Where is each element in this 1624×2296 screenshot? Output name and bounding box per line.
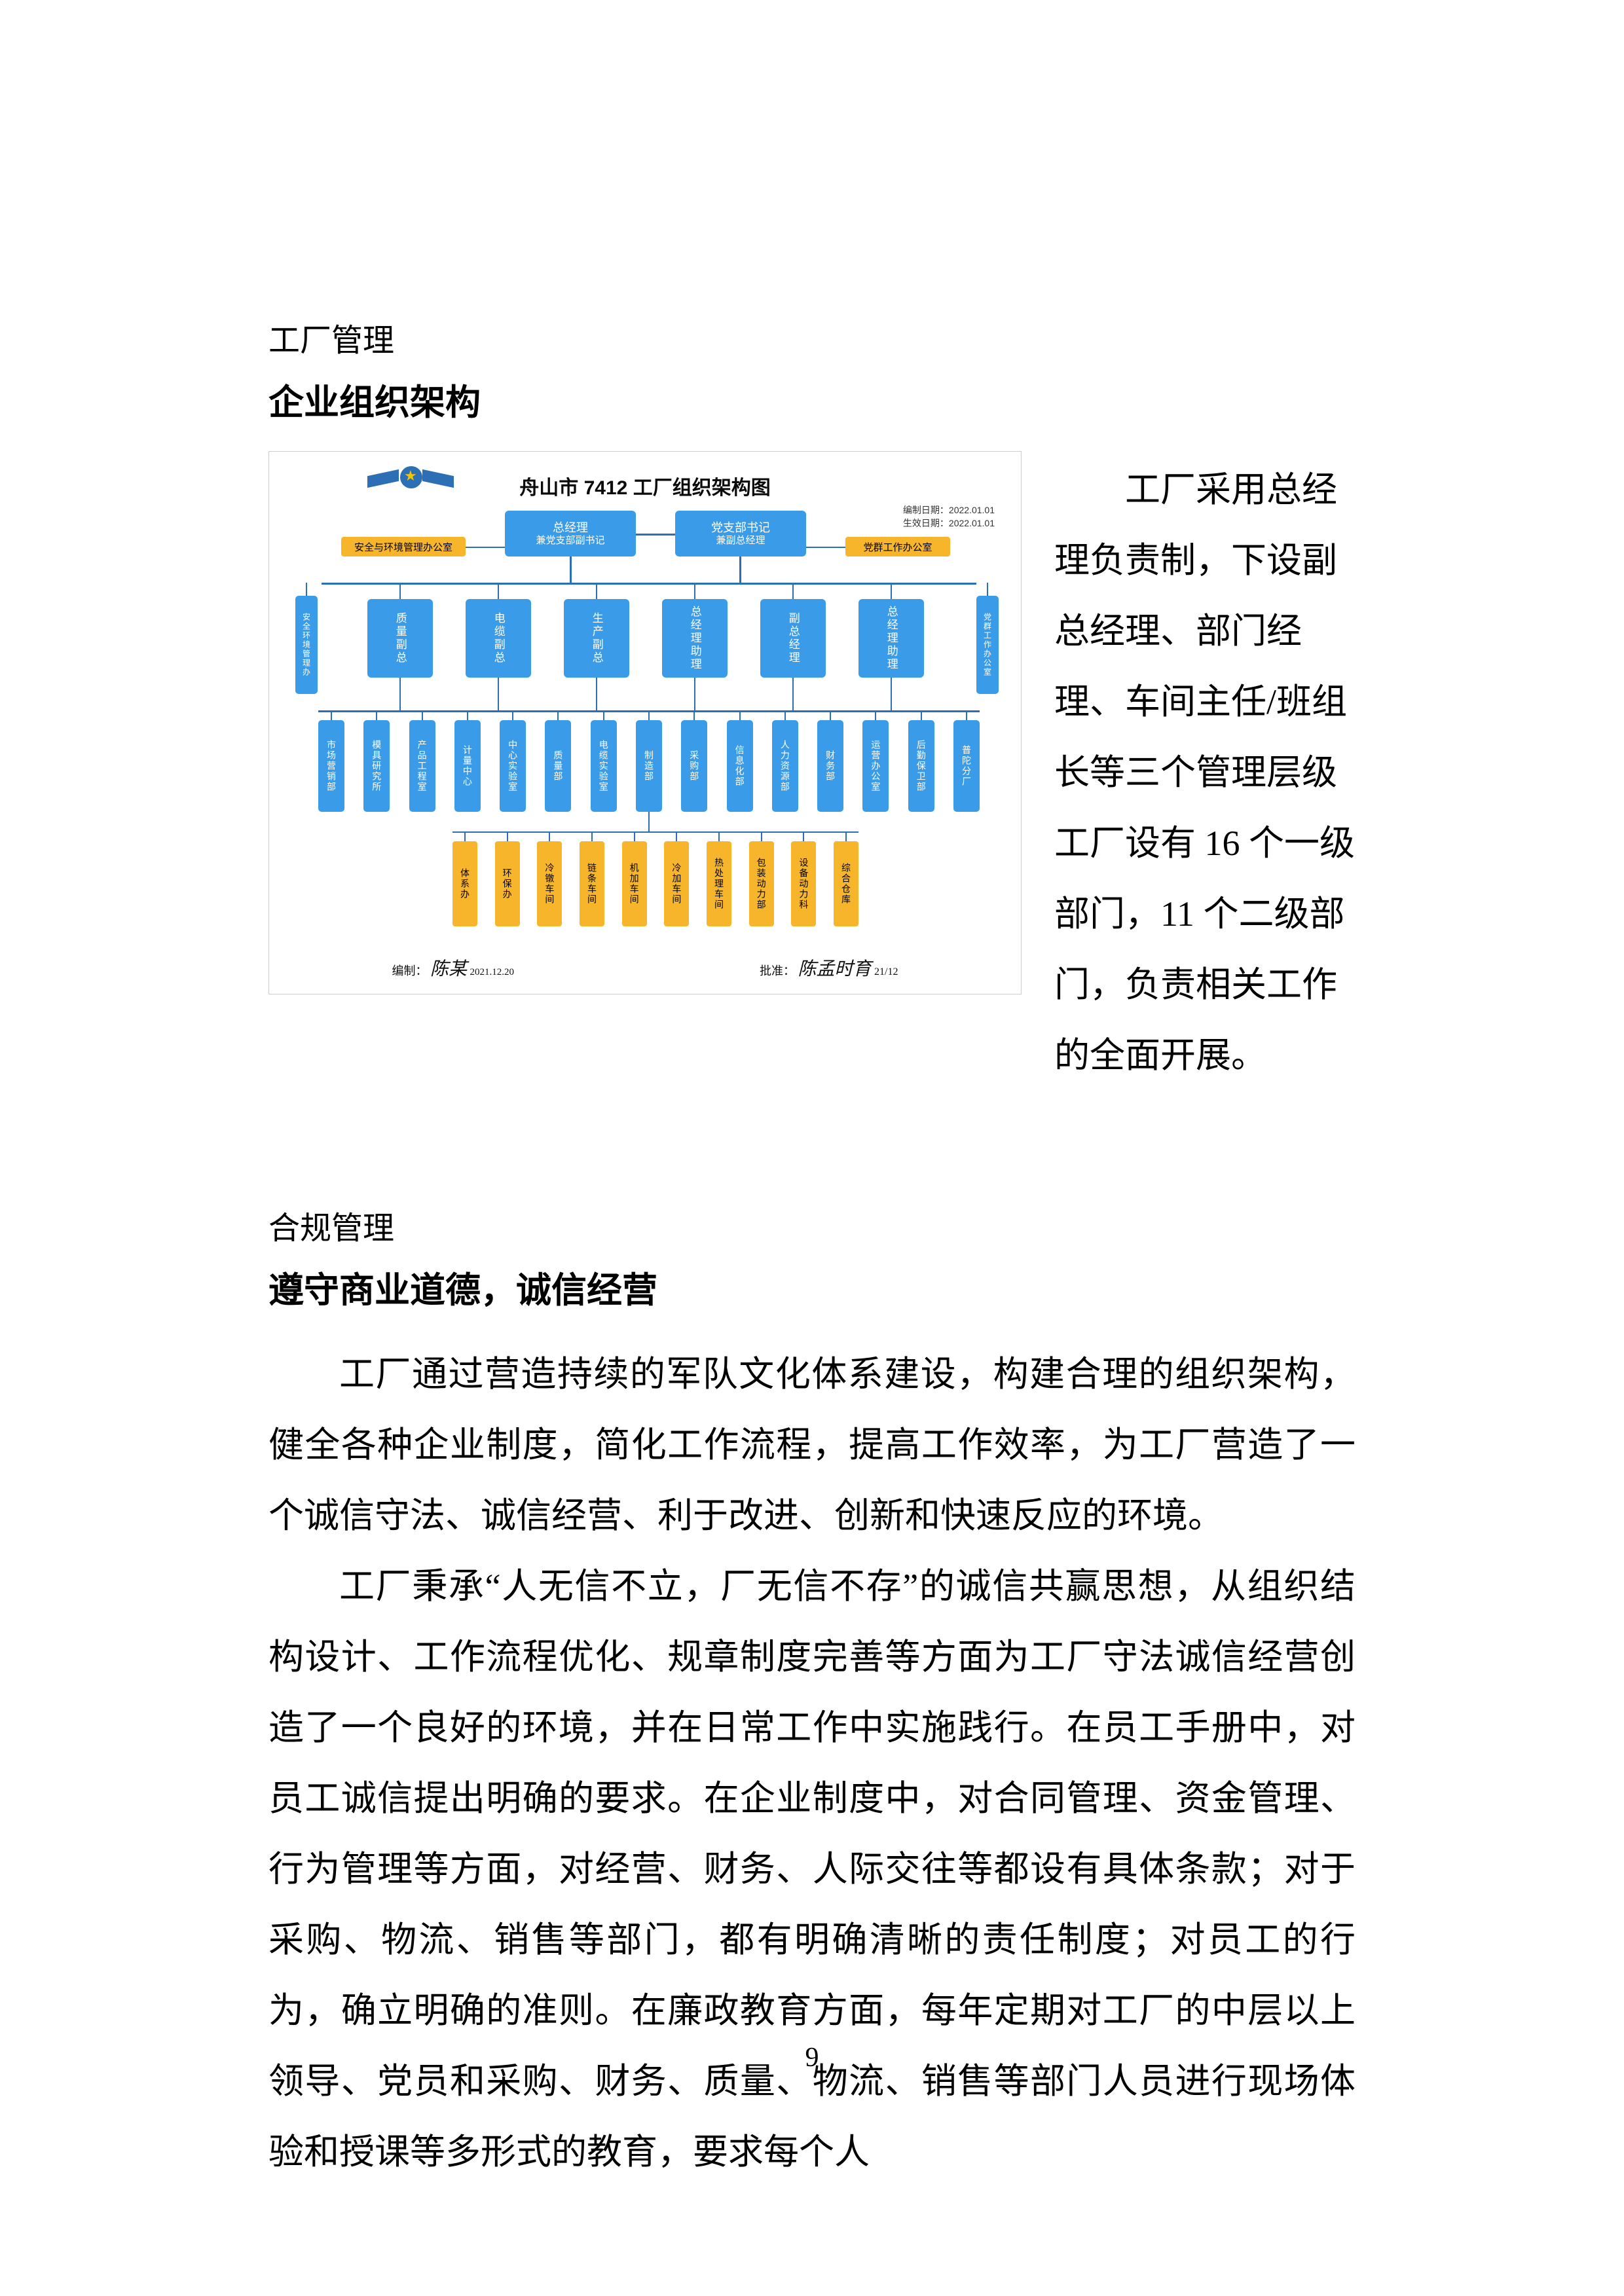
mid-box: 质量副总	[367, 599, 433, 678]
dept-box: 普陀分厂	[953, 720, 980, 812]
bottom-box: 环保办	[495, 841, 520, 926]
mid-box: 总经理助理	[858, 599, 924, 678]
mid-box: 副总经理	[760, 599, 826, 678]
box-safety-office: 安全与环境管理办公室	[341, 537, 466, 556]
section-title-2: 遵守商业道德，诚信经营	[268, 1261, 1356, 1313]
bottom-box: 设备动力科	[791, 841, 816, 926]
dept-box: 信息化部	[727, 720, 753, 812]
dept-box: 市场营销部	[318, 720, 344, 812]
section-label-1: 工厂管理	[268, 314, 1356, 360]
bottom-box: 冷加车间	[664, 841, 689, 926]
dept-box: 电缆实验室	[591, 720, 617, 812]
section-label-2: 合规管理	[268, 1202, 1356, 1248]
box-gm: 总经理 兼党支部副书记	[505, 511, 636, 556]
bottom-box: 体系办	[452, 841, 477, 926]
dept-box: 质量部	[545, 720, 571, 812]
vbox-far-right: 党群工作办公室	[976, 596, 999, 694]
dept-box: 产品工程室	[409, 720, 435, 812]
dept-box: 采购部	[681, 720, 707, 812]
vbox-far-left: 安全环境管理办	[295, 596, 318, 694]
bottom-box: 机加车间	[622, 841, 647, 926]
bottom-box: 冷镦车间	[537, 841, 562, 926]
chart-signatures: 编制： 陈某 2021.12.20 批准： 陈孟时育 21/12	[269, 955, 1021, 981]
section-title-1: 企业组织架构	[268, 373, 1356, 425]
dept-box: 制造部	[636, 720, 662, 812]
box-party-office: 党群工作办公室	[845, 537, 950, 556]
bottom-box: 热处理车间	[707, 841, 731, 926]
dept-box: 计量中心	[454, 720, 481, 812]
chart-dates: 编制日期：2022.01.01 生效日期：2022.01.01	[903, 504, 995, 530]
org-chart-figure: 舟山市 7412 工厂组织架构图 编制日期：2022.01.01 生效日期：20…	[268, 451, 1022, 994]
mid-box: 总经理助理	[662, 599, 728, 678]
bottom-box: 包装动力部	[749, 841, 774, 926]
dept-box: 模具研究所	[363, 720, 390, 812]
page-number: 9	[0, 2042, 1624, 2073]
bottom-box: 综合仓库	[834, 841, 858, 926]
side-paragraph: 工厂采用总经理负责制，下设副总经理、部门经理、车间主任/班组长等三个管理层级工厂…	[1054, 451, 1356, 1091]
dept-box: 中心实验室	[500, 720, 526, 812]
dept-box: 运营办公室	[862, 720, 889, 812]
box-party: 党支部书记 兼副总经理	[675, 511, 806, 556]
mid-box: 生产副总	[564, 599, 629, 678]
dept-box: 后勤保卫部	[908, 720, 934, 812]
dept-box: 财务部	[817, 720, 843, 812]
bottom-box: 链条车间	[580, 841, 604, 926]
dept-box: 人力资源部	[772, 720, 798, 812]
mid-box: 电缆副总	[466, 599, 531, 678]
chart-title: 舟山市 7412 工厂组织架构图	[519, 477, 770, 499]
